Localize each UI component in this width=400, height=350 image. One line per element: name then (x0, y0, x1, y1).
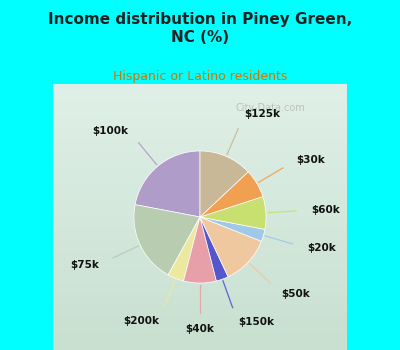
Text: $30k: $30k (296, 155, 325, 165)
Wedge shape (200, 217, 262, 277)
Wedge shape (200, 217, 228, 281)
Text: $20k: $20k (308, 243, 336, 253)
Wedge shape (168, 217, 200, 281)
Wedge shape (135, 151, 200, 217)
Wedge shape (200, 217, 265, 241)
Wedge shape (200, 172, 263, 217)
Text: $200k: $200k (123, 316, 159, 326)
Wedge shape (200, 197, 266, 229)
Wedge shape (134, 205, 200, 275)
Text: $60k: $60k (312, 205, 340, 215)
Text: $50k: $50k (282, 289, 310, 299)
Text: $100k: $100k (93, 126, 129, 136)
Text: $150k: $150k (238, 317, 274, 327)
Text: City-Data.com: City-Data.com (235, 103, 305, 113)
Text: Income distribution in Piney Green,
NC (%): Income distribution in Piney Green, NC (… (48, 12, 352, 45)
Text: $40k: $40k (186, 324, 214, 334)
Wedge shape (184, 217, 216, 283)
Text: Hispanic or Latino residents: Hispanic or Latino residents (113, 70, 287, 83)
Text: $125k: $125k (244, 109, 280, 119)
Text: $75k: $75k (70, 260, 99, 270)
Wedge shape (200, 151, 248, 217)
